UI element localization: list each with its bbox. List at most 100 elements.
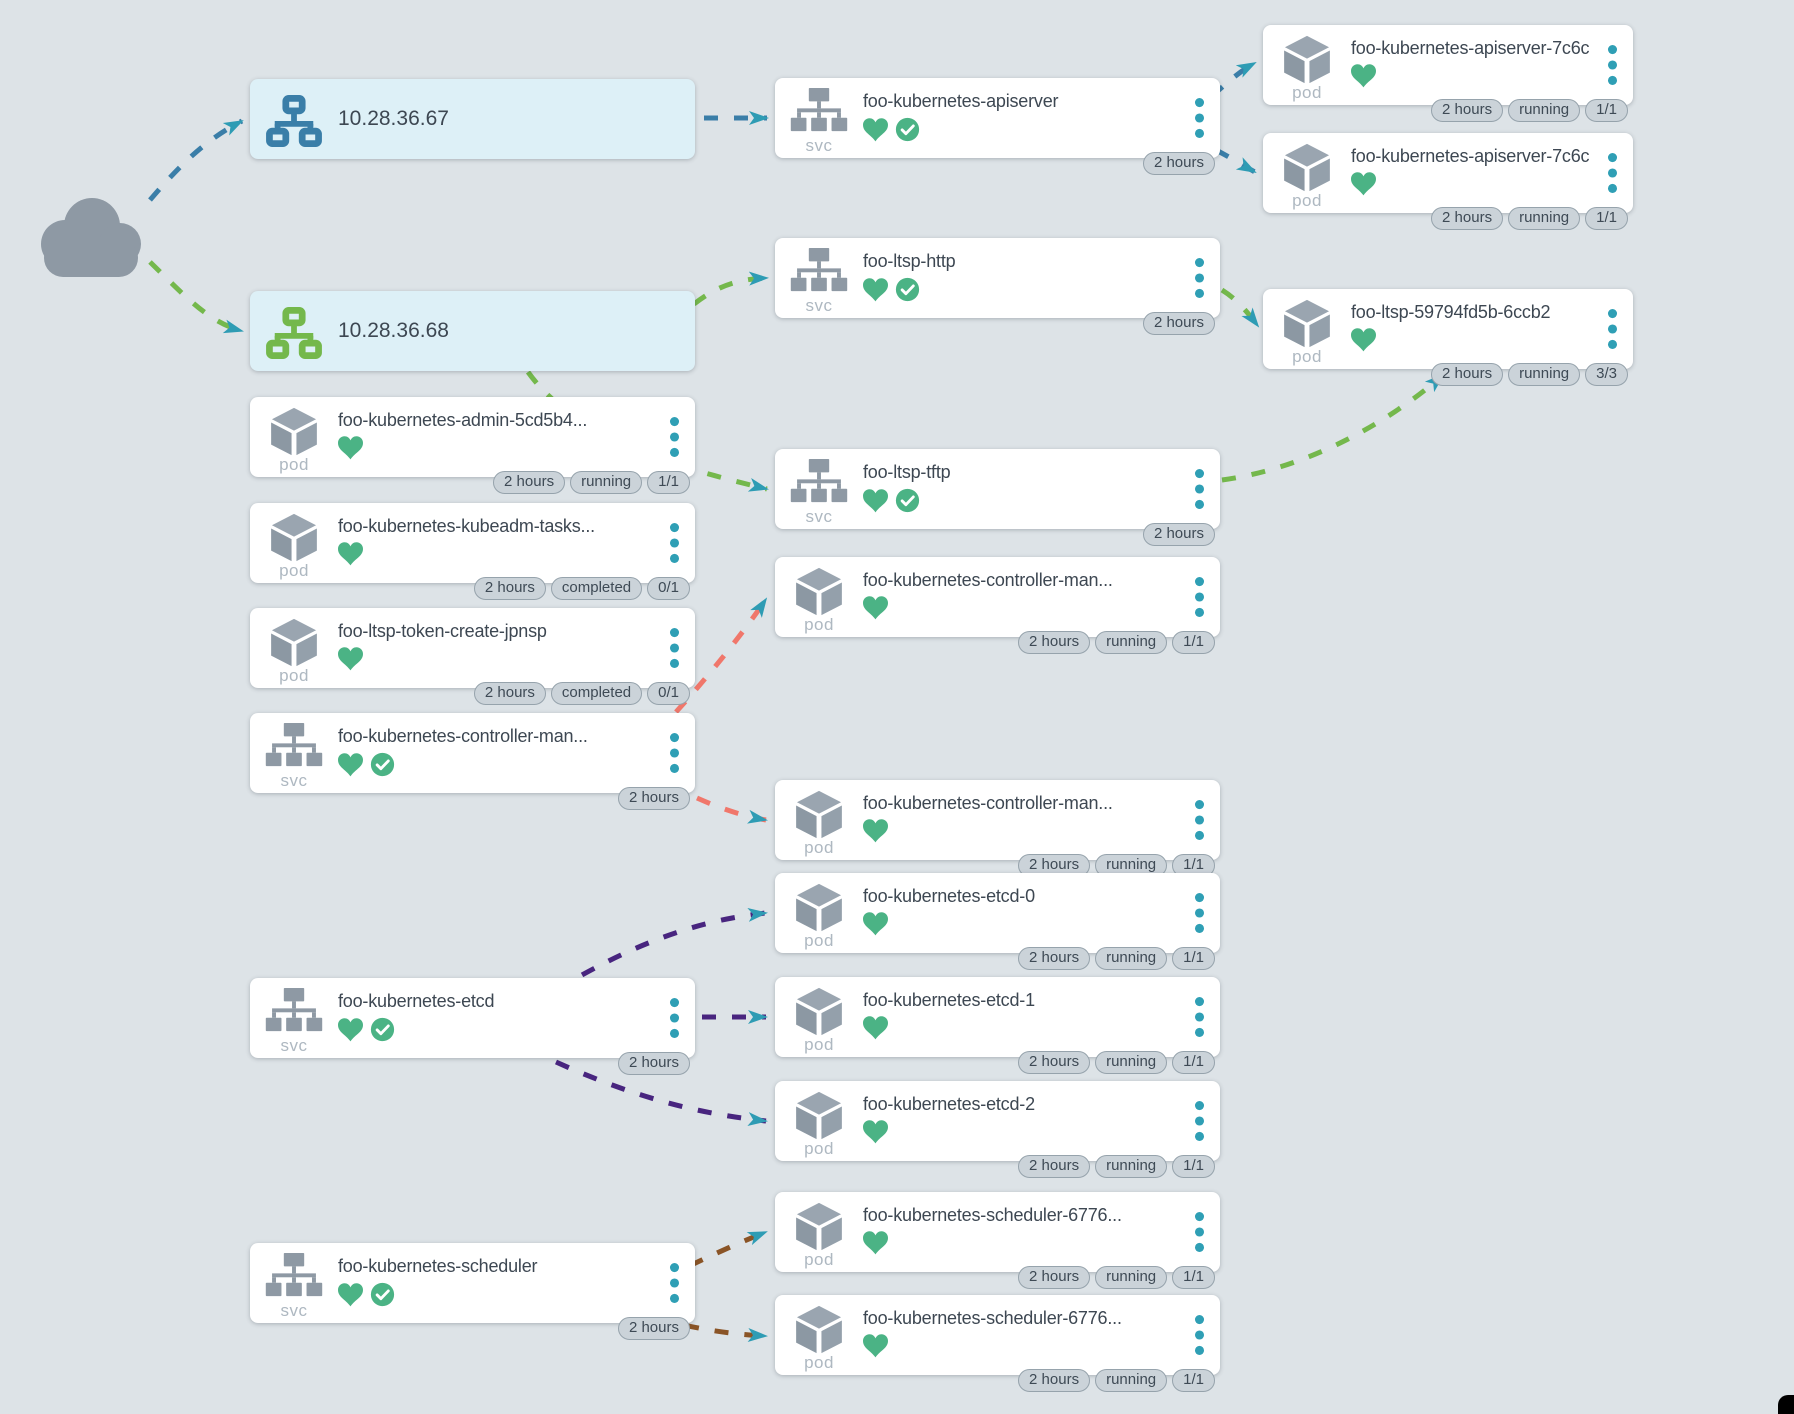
badge-row: 2 hours running 1/1 bbox=[1018, 1369, 1215, 1392]
badge-row: 2 hours bbox=[1142, 312, 1215, 335]
node-badge: running bbox=[1095, 854, 1168, 877]
node-title: foo-kubernetes-etcd-1 bbox=[863, 990, 1035, 1010]
node-badge: 2 hours bbox=[1431, 363, 1504, 386]
svc-node-svc-ltsp-http[interactable]: svc foo-ltsp-http 2 hours bbox=[775, 238, 1220, 335]
kebab-menu[interactable] bbox=[669, 628, 680, 668]
badge-row: 2 hours running 1/1 bbox=[1018, 1051, 1215, 1074]
node-content: foo-ltsp-token-create-jpnsp bbox=[338, 608, 695, 688]
kebab-menu[interactable] bbox=[1194, 98, 1205, 138]
node-title: foo-kubernetes-etcd-2 bbox=[863, 1094, 1035, 1114]
status-row bbox=[863, 1016, 1176, 1040]
badge-row: 2 hours running 1/1 bbox=[1018, 1155, 1215, 1178]
svc-node-svc-ltsp-tftp[interactable]: svc foo-ltsp-tftp 2 hours bbox=[775, 449, 1220, 546]
node-title: foo-kubernetes-apiserver bbox=[863, 91, 1059, 111]
internet-cloud[interactable] bbox=[35, 188, 147, 283]
svc-node-svc-apiserver[interactable]: svc foo-kubernetes-apiserver 2 hours bbox=[775, 78, 1220, 175]
node-icon-column: svc bbox=[250, 1243, 338, 1323]
pod-node-pod-kubeadm-tasks[interactable]: pod foo-kubernetes-kubeadm-tasks... 2 ho… bbox=[250, 503, 695, 600]
pod-node-pod-apiserver-1[interactable]: pod foo-kubernetes-apiserver-7c6cf... 2 … bbox=[1263, 25, 1633, 122]
node-content: foo-kubernetes-apiserver-7c6cf... bbox=[1351, 25, 1633, 105]
node-badge: running bbox=[1508, 363, 1581, 386]
kebab-menu[interactable] bbox=[669, 417, 680, 457]
kebab-menu[interactable] bbox=[1194, 800, 1205, 840]
kebab-menu[interactable] bbox=[1194, 997, 1205, 1037]
node-icon-column: pod bbox=[775, 780, 863, 860]
node-badge: 2 hours bbox=[1142, 312, 1215, 335]
svc-node-svc-etcd[interactable]: svc foo-kubernetes-etcd 2 hours bbox=[250, 978, 695, 1075]
pod-node-pod-etcd-2[interactable]: pod foo-kubernetes-etcd-2 2 hours running… bbox=[775, 1081, 1220, 1178]
pod-node-pod-apiserver-2[interactable]: pod foo-kubernetes-apiserver-7c6cf... 2 … bbox=[1263, 133, 1633, 230]
kebab-menu[interactable] bbox=[1607, 153, 1618, 193]
status-row bbox=[863, 596, 1176, 620]
kebab-menu[interactable] bbox=[1194, 1315, 1205, 1355]
health-heart-icon bbox=[863, 1334, 888, 1358]
node-content: 10.28.36.68 bbox=[338, 291, 695, 371]
health-heart-icon bbox=[338, 542, 363, 566]
kebab-menu[interactable] bbox=[669, 733, 680, 773]
status-row bbox=[338, 752, 651, 777]
status-row bbox=[863, 1120, 1176, 1144]
node-title: foo-kubernetes-scheduler-6776... bbox=[863, 1308, 1122, 1328]
kebab-menu[interactable] bbox=[1194, 258, 1205, 298]
node-title: foo-ltsp-token-create-jpnsp bbox=[338, 621, 547, 641]
host-node-host-67[interactable]: 10.28.36.67 bbox=[250, 79, 695, 159]
health-heart-icon bbox=[863, 596, 888, 620]
pod-node-pod-scheduler-1[interactable]: pod foo-kubernetes-scheduler-6776... 2 h… bbox=[775, 1192, 1220, 1289]
pod-node-pod-controller-manager-2[interactable]: pod foo-kubernetes-controller-man... 2 h… bbox=[775, 780, 1220, 877]
node-badge: 0/1 bbox=[647, 577, 690, 600]
pod-node-pod-controller-manager-1[interactable]: pod foo-kubernetes-controller-man... 2 h… bbox=[775, 557, 1220, 654]
badge-row: 2 hours bbox=[617, 1317, 690, 1340]
corner-artifact bbox=[1778, 1395, 1794, 1414]
node-title: foo-kubernetes-kubeadm-tasks... bbox=[338, 516, 595, 536]
kebab-menu[interactable] bbox=[1607, 45, 1618, 85]
kebab-dots-icon bbox=[1194, 469, 1205, 509]
node-title: foo-ltsp-tftp bbox=[863, 462, 951, 482]
edge-svc-etcd-to-pod-etcd-2 bbox=[554, 1059, 768, 1127]
pod-node-pod-etcd-0[interactable]: pod foo-kubernetes-etcd-0 2 hours running… bbox=[775, 873, 1220, 970]
pod-cube-icon bbox=[271, 513, 317, 562]
node-type-label: pod bbox=[804, 838, 834, 857]
node-title: foo-kubernetes-admin-5cd5b4... bbox=[338, 410, 588, 430]
node-icon-column: svc bbox=[250, 713, 338, 793]
kebab-menu[interactable] bbox=[1194, 893, 1205, 933]
node-content: foo-kubernetes-controller-man... bbox=[338, 713, 695, 793]
kebab-dots-icon bbox=[669, 417, 680, 457]
node-icon-column: pod bbox=[775, 1192, 863, 1272]
edge-cloud-to-host-67 bbox=[148, 118, 244, 202]
node-icon-column: pod bbox=[250, 397, 338, 477]
host-node-host-68[interactable]: 10.28.36.68 bbox=[250, 291, 695, 371]
kebab-menu[interactable] bbox=[669, 523, 680, 563]
node-icon-column bbox=[250, 291, 338, 371]
pod-cube-icon bbox=[1284, 35, 1330, 84]
svc-node-svc-scheduler[interactable]: svc foo-kubernetes-scheduler 2 hours bbox=[250, 1243, 695, 1340]
health-heart-icon bbox=[863, 117, 888, 141]
kebab-menu[interactable] bbox=[669, 998, 680, 1038]
kebab-menu[interactable] bbox=[1607, 309, 1618, 349]
service-tree-icon bbox=[790, 248, 848, 292]
kebab-menu[interactable] bbox=[1194, 1212, 1205, 1252]
pod-cube-icon bbox=[1284, 299, 1330, 348]
ready-check-icon bbox=[370, 1017, 395, 1042]
node-badge: 1/1 bbox=[1172, 854, 1215, 877]
status-row bbox=[863, 277, 1176, 302]
badge-row: 2 hours running 1/1 bbox=[493, 471, 690, 494]
node-badge: 2 hours bbox=[1142, 152, 1215, 175]
pod-node-pod-ltsp[interactable]: pod foo-ltsp-59794fd5b-6ccb2 2 hours runn… bbox=[1263, 289, 1633, 386]
pod-cube-icon bbox=[796, 790, 842, 839]
pod-node-pod-admin[interactable]: pod foo-kubernetes-admin-5cd5b4... 2 hou… bbox=[250, 397, 695, 494]
kebab-menu[interactable] bbox=[1194, 577, 1205, 617]
node-content: 10.28.36.67 bbox=[338, 79, 695, 159]
kebab-menu[interactable] bbox=[1194, 469, 1205, 509]
kebab-menu[interactable] bbox=[1194, 1101, 1205, 1141]
node-content: foo-kubernetes-etcd bbox=[338, 978, 695, 1058]
kebab-menu[interactable] bbox=[669, 1263, 680, 1303]
svc-node-svc-controller-manager[interactable]: svc foo-kubernetes-controller-man... 2 h… bbox=[250, 713, 695, 810]
pod-node-pod-ltsp-token-create[interactable]: pod foo-ltsp-token-create-jpnsp 2 hours c… bbox=[250, 608, 695, 705]
edge-svc-ltsp-tftp-to-pod-ltsp bbox=[1221, 373, 1445, 483]
pod-node-pod-etcd-1[interactable]: pod foo-kubernetes-etcd-1 2 hours running… bbox=[775, 977, 1220, 1074]
pod-node-pod-scheduler-2[interactable]: pod foo-kubernetes-scheduler-6776... 2 h… bbox=[775, 1295, 1220, 1392]
node-badge: running bbox=[570, 471, 643, 494]
node-badge: 1/1 bbox=[1172, 1051, 1215, 1074]
pod-cube-icon bbox=[796, 567, 842, 616]
health-heart-icon bbox=[338, 752, 363, 776]
